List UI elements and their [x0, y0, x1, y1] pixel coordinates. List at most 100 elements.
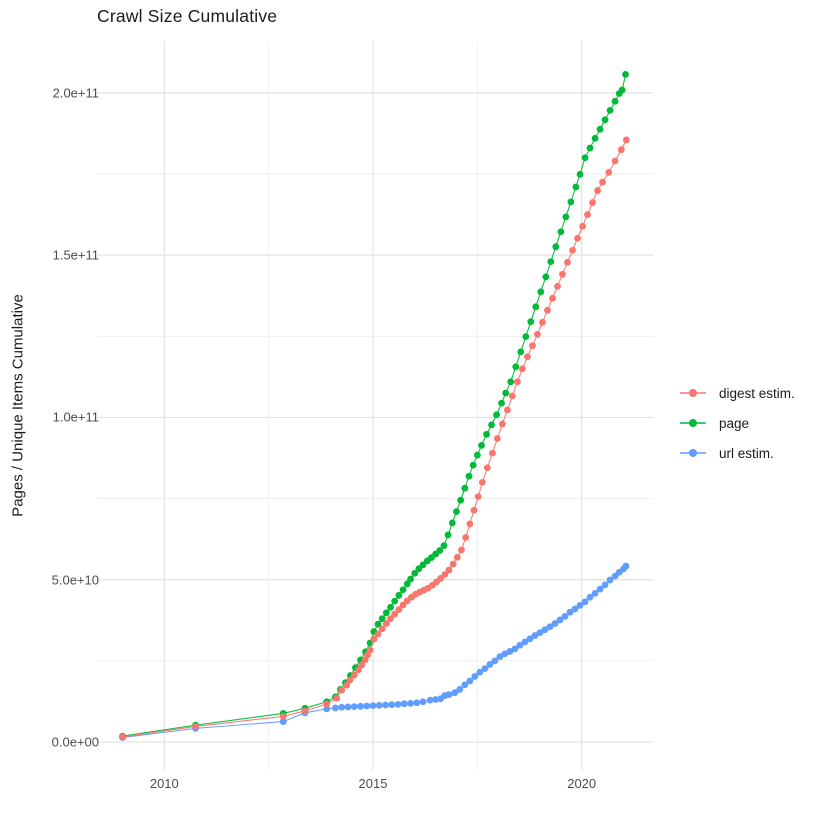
data-point-url-estim-	[541, 626, 549, 634]
data-point-page	[547, 258, 555, 266]
data-point-digest-estim-	[622, 136, 630, 144]
data-point-digest-estim-	[524, 353, 531, 361]
data-point-url-estim-	[466, 677, 474, 685]
legend-label: url estim.	[719, 445, 774, 461]
data-point-url-estim-	[551, 620, 559, 627]
data-point-page	[498, 399, 505, 407]
data-point-digest-estim-	[504, 406, 511, 414]
data-point-url-estim-	[394, 700, 402, 708]
data-point-page	[517, 348, 525, 356]
data-point-url-estim-	[357, 702, 364, 710]
data-point-url-estim-	[350, 703, 358, 711]
data-point-digest-estim-	[378, 625, 386, 633]
data-point-page	[576, 170, 584, 178]
data-point-page	[488, 421, 495, 429]
data-point-digest-estim-	[333, 694, 341, 702]
legend-item-digest-estim: digest estim.	[680, 378, 795, 408]
data-point-digest-estim-	[478, 478, 486, 486]
data-point-page	[532, 303, 540, 311]
y-tick-label: 0.0e+00	[51, 734, 99, 750]
data-point-page	[572, 183, 580, 191]
data-point-url-estim-	[400, 700, 408, 708]
data-point-url-estim-	[596, 585, 604, 593]
legend-label: digest estim.	[719, 385, 795, 401]
data-point-url-estim-	[576, 601, 584, 609]
data-point-page	[448, 519, 456, 527]
data-point-url-estim-	[432, 696, 440, 703]
data-point-page	[391, 597, 399, 605]
data-point-page	[606, 106, 614, 114]
data-point-url-estim-	[407, 699, 414, 707]
data-point-url-estim-	[601, 581, 609, 589]
data-point-digest-estim-	[519, 365, 526, 373]
data-point-url-estim-	[526, 635, 534, 643]
legend-point-icon	[689, 449, 697, 457]
data-point-digest-estim-	[458, 546, 465, 554]
data-point-digest-estim-	[279, 712, 287, 720]
data-point-digest-estim-	[387, 615, 394, 623]
data-point-url-estim-	[426, 696, 434, 704]
data-point-url-estim-	[481, 665, 489, 673]
data-point-page	[527, 318, 535, 326]
data-point-digest-estim-	[564, 258, 571, 266]
legend-item-page: page	[680, 408, 795, 438]
data-point-digest-estim-	[514, 378, 521, 386]
data-point-url-estim-	[606, 576, 614, 584]
data-point-url-estim-	[491, 657, 499, 665]
data-point-url-estim-	[561, 612, 569, 620]
data-point-digest-estim-	[611, 157, 619, 165]
data-point-url-estim-	[486, 661, 494, 668]
data-point-url-estim-	[369, 702, 377, 710]
data-point-digest-estim-	[534, 330, 541, 338]
data-point-digest-estim-	[374, 630, 382, 638]
data-point-digest-estim-	[354, 666, 362, 674]
data-point-digest-estim-	[453, 553, 461, 561]
data-point-url-estim-	[511, 645, 519, 653]
data-point-url-estim-	[279, 718, 287, 725]
data-point-digest-estim-	[301, 707, 309, 715]
data-point-page	[601, 116, 609, 124]
data-point-digest-estim-	[358, 661, 366, 669]
data-point-digest-estim-	[370, 635, 378, 643]
x-tick-label: 2015	[358, 776, 388, 791]
data-point-url-estim-	[451, 689, 459, 697]
data-point-url-estim-	[445, 691, 453, 699]
x-tick-label: 2010	[149, 776, 179, 791]
data-point-page	[562, 213, 570, 221]
data-point-url-estim-	[338, 703, 346, 711]
data-point-url-estim-	[363, 702, 371, 710]
data-point-digest-estim-	[399, 601, 407, 609]
y-tick-label: 1.0e+11	[52, 409, 99, 425]
data-point-digest-estim-	[559, 270, 566, 278]
legend-key-url-estim	[680, 446, 706, 460]
data-point-url-estim-	[571, 605, 579, 613]
data-point-page	[557, 228, 565, 236]
data-point-digest-estim-	[584, 211, 591, 218]
data-point-page	[457, 496, 465, 504]
data-point-digest-estim-	[470, 506, 478, 514]
data-point-page	[552, 243, 560, 251]
data-point-page	[399, 586, 407, 594]
data-point-url-estim-	[456, 686, 464, 693]
data-point-url-estim-	[531, 632, 539, 639]
legend-key-page	[680, 416, 706, 430]
data-point-digest-estim-	[594, 187, 601, 194]
data-point-digest-estim-	[462, 534, 470, 541]
data-point-url-estim-	[461, 681, 469, 689]
data-point-url-estim-	[332, 704, 339, 712]
data-point-page	[473, 451, 481, 459]
data-point-digest-estim-	[350, 671, 358, 679]
data-point-digest-estim-	[579, 222, 586, 230]
data-point-url-estim-	[566, 608, 574, 616]
legend-point-icon	[689, 419, 697, 427]
y-tick-label: 2.0e+11	[52, 85, 99, 101]
data-point-digest-estim-	[466, 520, 474, 528]
data-point-digest-estim-	[395, 606, 403, 613]
data-point-page	[469, 461, 477, 469]
data-point-page	[453, 508, 460, 515]
data-point-url-estim-	[419, 698, 427, 706]
data-point-digest-estim-	[346, 676, 354, 684]
data-point-page	[522, 333, 530, 341]
data-point-page	[611, 97, 619, 105]
